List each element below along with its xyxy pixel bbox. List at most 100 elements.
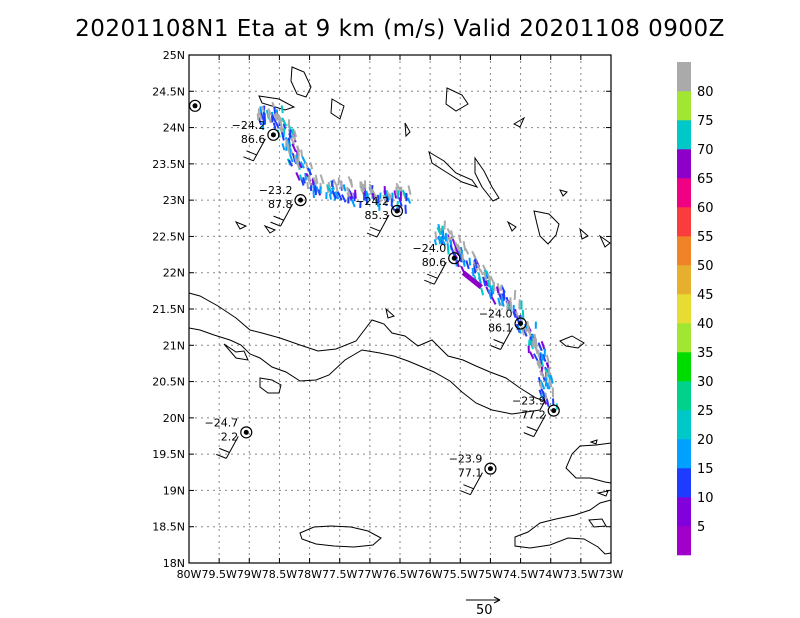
wind-vector bbox=[267, 113, 272, 124]
bahamas-island-e bbox=[474, 156, 500, 202]
wind-vector bbox=[331, 180, 334, 187]
wind-vector bbox=[311, 178, 315, 186]
wind-vector bbox=[299, 161, 305, 169]
wind-barb bbox=[219, 447, 230, 453]
lat-tick-label: 19N bbox=[163, 484, 185, 497]
bahamas-island-h bbox=[506, 220, 517, 232]
wind-barb bbox=[523, 432, 534, 438]
colorbar-label: 80 bbox=[697, 85, 714, 100]
wind-vector bbox=[457, 234, 462, 244]
storm-symbol bbox=[188, 99, 202, 112]
bahamas-island-a bbox=[258, 95, 296, 111]
wind-vector bbox=[297, 153, 300, 164]
storm-symbol-center bbox=[270, 132, 276, 138]
storm-wind-label: 2.2 bbox=[221, 430, 239, 443]
wind-vector bbox=[537, 349, 540, 358]
colorbar-label: 60 bbox=[697, 201, 714, 216]
colorbar-segment bbox=[677, 323, 691, 353]
bahamas-island-b bbox=[330, 98, 345, 120]
turks-island bbox=[559, 335, 585, 349]
wind-vector bbox=[440, 230, 446, 240]
cays-a bbox=[263, 224, 277, 234]
wind-vector bbox=[465, 260, 470, 270]
wind-vector bbox=[528, 339, 534, 350]
bahamas-island-c bbox=[404, 122, 411, 138]
colorbar-label: 50 bbox=[697, 259, 714, 274]
colorbar-segment bbox=[677, 120, 691, 150]
lat-tick-label: 24.5N bbox=[152, 85, 185, 98]
wind-vector bbox=[471, 267, 475, 277]
colorbar-segment bbox=[677, 468, 691, 498]
wind-vector bbox=[491, 284, 495, 293]
wind-vector bbox=[274, 112, 280, 120]
colorbar-segment bbox=[677, 62, 691, 92]
wind-barb bbox=[280, 203, 293, 227]
la-gonave bbox=[588, 518, 607, 528]
dr-islet bbox=[589, 439, 598, 445]
wind-vector bbox=[488, 284, 495, 295]
wind-vector bbox=[454, 241, 460, 252]
storm-symbol bbox=[448, 252, 461, 265]
wind-vector bbox=[300, 149, 304, 158]
lat-tick-label: 22N bbox=[163, 267, 185, 280]
wind-vector bbox=[332, 178, 338, 186]
wind-vector bbox=[296, 145, 300, 155]
wind-vector bbox=[262, 112, 267, 123]
storm-symbol-center bbox=[487, 466, 493, 472]
wind-vector bbox=[282, 128, 286, 138]
wind-barb bbox=[500, 327, 514, 350]
wind-barb bbox=[460, 490, 471, 496]
colorbar-label: 15 bbox=[697, 462, 714, 477]
wind-max-patch bbox=[461, 270, 483, 290]
colorbar-segment bbox=[677, 91, 691, 121]
wind-vector bbox=[496, 282, 501, 292]
wind-vector bbox=[375, 198, 380, 208]
wind-vector bbox=[342, 184, 347, 192]
colorbar-segment bbox=[677, 497, 691, 527]
wind-barb bbox=[433, 261, 447, 285]
wind-vector bbox=[499, 284, 503, 291]
storm-symbol-center bbox=[192, 103, 198, 109]
wind-vector bbox=[258, 112, 263, 121]
colorbar-segment bbox=[677, 352, 691, 382]
storm-wind-label: 77.2 bbox=[521, 409, 546, 422]
colorbar-segment bbox=[677, 526, 691, 556]
wind-vector bbox=[490, 296, 497, 305]
wind-vector bbox=[382, 194, 388, 205]
wind-vector bbox=[500, 293, 505, 302]
wind-vector bbox=[261, 105, 265, 113]
wind-vector bbox=[335, 184, 339, 194]
wind-vector bbox=[436, 226, 442, 236]
colorbar-label: 25 bbox=[697, 404, 714, 419]
wind-vector bbox=[545, 398, 550, 407]
wind-barb bbox=[246, 150, 257, 156]
wind-vector bbox=[529, 351, 535, 360]
wind-vector bbox=[513, 290, 517, 301]
storm-pressure-label: −23.2 bbox=[259, 184, 293, 197]
wind-vector bbox=[288, 129, 292, 138]
colorbar-label: 55 bbox=[697, 230, 714, 245]
storm-wind-label: 80.6 bbox=[422, 256, 447, 269]
colorbar-segment bbox=[677, 236, 691, 266]
lat-tick-label: 18.5N bbox=[152, 521, 185, 534]
reference-vector-arrowhead bbox=[493, 596, 501, 604]
colorbar-segment bbox=[677, 149, 691, 179]
colorbar-segment bbox=[677, 294, 691, 324]
wind-vector bbox=[300, 179, 305, 186]
lon-tick-label: 77W bbox=[357, 568, 382, 581]
colorbar-label: 75 bbox=[697, 114, 714, 129]
haiti-south bbox=[514, 499, 612, 555]
wind-barb bbox=[469, 472, 483, 495]
lon-tick-label: 75W bbox=[478, 568, 503, 581]
lat-lon-grid bbox=[189, 55, 611, 563]
cuba-coastline bbox=[188, 292, 546, 415]
wind-vector bbox=[335, 191, 340, 200]
wind-vector bbox=[385, 189, 392, 199]
wind-barb bbox=[225, 436, 239, 459]
wind-vector bbox=[371, 192, 375, 200]
wind-barb bbox=[424, 279, 435, 285]
wind-barb bbox=[273, 215, 284, 221]
wind-vector bbox=[281, 117, 288, 127]
storm-pressure-label: −24.2 bbox=[232, 119, 266, 132]
